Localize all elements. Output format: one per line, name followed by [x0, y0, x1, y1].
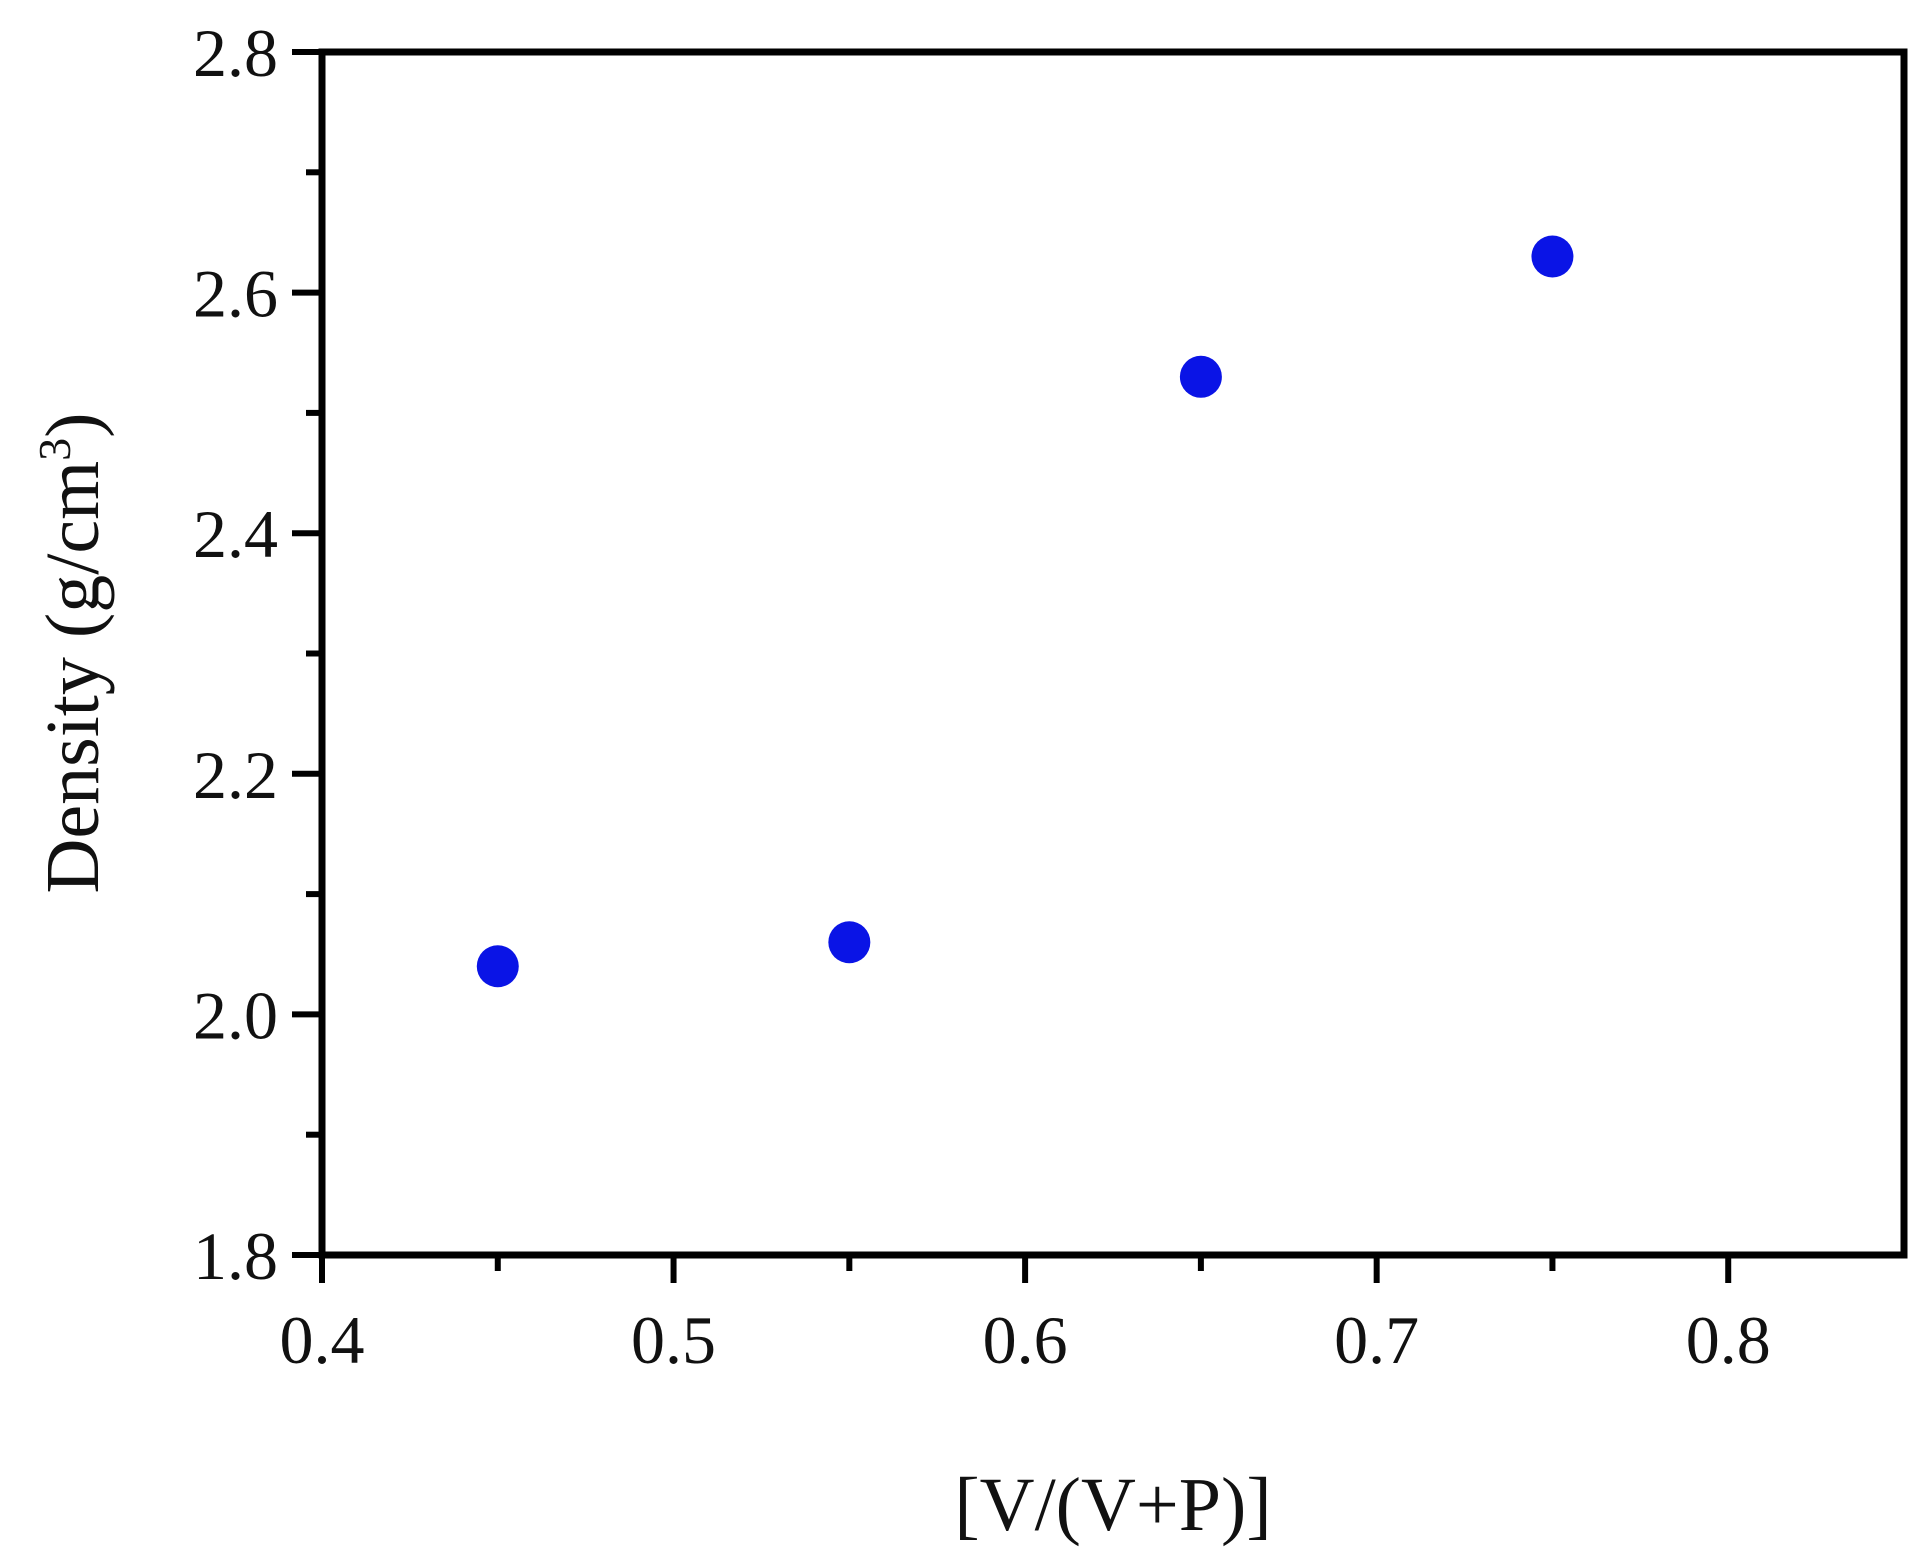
x-tick-label: 0.8 — [1686, 1302, 1771, 1378]
x-tick-label: 0.5 — [631, 1302, 716, 1378]
y-tick-label: 2.8 — [193, 15, 278, 91]
y-tick-label: 2.4 — [193, 496, 278, 572]
y-tick-label: 2.6 — [193, 256, 278, 332]
y-tick-label: 2.0 — [193, 977, 278, 1053]
data-points — [476, 235, 1574, 988]
y-tick-label: 2.2 — [193, 737, 278, 813]
y-axis-title: Density (g/cm3) — [29, 412, 115, 893]
y-axis-title-superscript: 3 — [29, 438, 80, 461]
data-point — [1531, 235, 1574, 278]
y-axis-title-close: ) — [31, 412, 115, 437]
plot-area-frame — [318, 48, 1908, 1259]
data-point — [1179, 355, 1222, 398]
y-axis-ticks: 1.8 2.0 2.2 2.4 2.6 2.8 — [193, 15, 322, 1294]
x-axis-title: [V/(V+P)] — [954, 1463, 1271, 1547]
data-point — [828, 921, 871, 964]
y-axis-title-base: Density (g/cm — [31, 461, 115, 894]
x-tick-label: 0.7 — [1334, 1302, 1419, 1378]
y-tick-label: 1.8 — [193, 1218, 278, 1294]
x-tick-label: 0.6 — [983, 1302, 1068, 1378]
x-tick-label: 0.4 — [280, 1302, 365, 1378]
x-axis-ticks: 0.4 0.5 0.6 0.7 0.8 — [280, 1255, 1771, 1378]
data-point — [476, 945, 519, 988]
